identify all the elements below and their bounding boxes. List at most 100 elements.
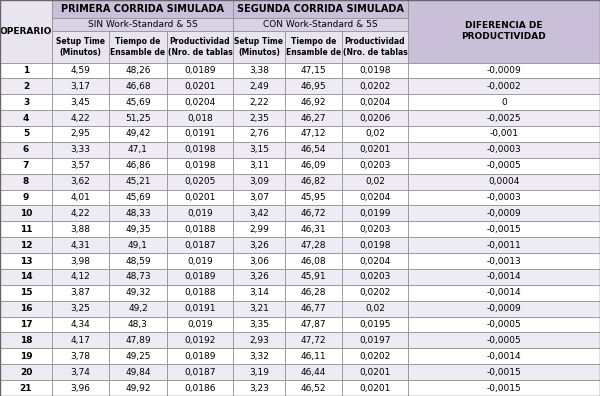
Text: 46,44: 46,44 [301,367,326,377]
Bar [0,174,52,190]
Bar [342,285,408,301]
Bar [109,110,167,126]
Bar [52,269,109,285]
Bar [408,380,600,396]
Text: 3,19: 3,19 [249,367,269,377]
Text: Tiempo de
Ensamble de: Tiempo de Ensamble de [110,36,166,57]
Bar [52,190,109,206]
Text: 0,0198: 0,0198 [184,145,216,154]
Bar [233,31,285,63]
Text: 3,62: 3,62 [71,177,91,186]
Bar [52,18,233,31]
Text: 3,11: 3,11 [249,161,269,170]
Bar [52,348,109,364]
Text: 0,0191: 0,0191 [184,129,216,139]
Bar [342,63,408,78]
Bar [167,380,233,396]
Text: 0,0203: 0,0203 [359,225,391,234]
Bar [285,333,342,348]
Text: 4,22: 4,22 [71,209,91,218]
Bar [167,63,233,78]
Text: 19: 19 [20,352,32,361]
Text: 18: 18 [20,336,32,345]
Text: 46,72: 46,72 [301,209,326,218]
Text: Productividad
(Nro. de tablas: Productividad (Nro. de tablas [343,36,407,57]
Bar [233,158,285,174]
Bar [342,333,408,348]
Bar [285,348,342,364]
Text: 46,31: 46,31 [301,225,326,234]
Bar [52,63,109,78]
Text: Productividad
(Nro. de tablas: Productividad (Nro. de tablas [167,36,232,57]
Bar [408,174,600,190]
Bar [52,142,109,158]
Text: -0,0003: -0,0003 [487,145,521,154]
Text: -0,0005: -0,0005 [487,320,521,329]
Text: 47,72: 47,72 [301,336,326,345]
Bar [0,190,52,206]
Text: 3,15: 3,15 [249,145,269,154]
Text: 2,93: 2,93 [249,336,269,345]
Text: 0,0186: 0,0186 [184,384,216,392]
Text: Tiempo de
Ensamble de: Tiempo de Ensamble de [286,36,341,57]
Text: 2,35: 2,35 [249,114,269,123]
Text: CON Work-Standard & 5S: CON Work-Standard & 5S [263,20,378,29]
Text: 3,17: 3,17 [71,82,91,91]
Text: 0,0201: 0,0201 [184,82,215,91]
Bar [0,221,52,237]
Bar [167,142,233,158]
Text: 0,0206: 0,0206 [359,114,391,123]
Text: 46,86: 46,86 [125,161,151,170]
Text: -0,0002: -0,0002 [487,82,521,91]
Bar [167,237,233,253]
Bar [285,63,342,78]
Text: 46,92: 46,92 [301,98,326,107]
Bar [408,253,600,269]
Bar [52,333,109,348]
Text: 4,12: 4,12 [71,272,91,282]
Text: 0,0198: 0,0198 [359,66,391,75]
Text: 0,0004: 0,0004 [488,177,520,186]
Text: 0,02: 0,02 [365,129,385,139]
Text: 46,52: 46,52 [301,384,326,392]
Text: 0,0198: 0,0198 [359,241,391,249]
Text: 3,26: 3,26 [249,272,269,282]
Text: 45,95: 45,95 [301,193,326,202]
Bar [285,126,342,142]
Text: SEGUNDA CORRIDA SIMULADA: SEGUNDA CORRIDA SIMULADA [237,4,404,14]
Bar [408,348,600,364]
Text: 9: 9 [23,193,29,202]
Bar [233,126,285,142]
Bar [109,285,167,301]
Text: 45,69: 45,69 [125,98,151,107]
Text: 4,34: 4,34 [71,320,91,329]
Text: 16: 16 [20,304,32,313]
Bar [408,364,600,380]
Text: 48,59: 48,59 [125,257,151,266]
Text: 3,57: 3,57 [71,161,91,170]
Text: 48,73: 48,73 [125,272,151,282]
Bar [233,253,285,269]
Text: 4,22: 4,22 [71,114,91,123]
Bar [109,63,167,78]
Bar [408,269,600,285]
Text: 0,02: 0,02 [365,177,385,186]
Bar [285,190,342,206]
Text: 1: 1 [23,66,29,75]
Bar [342,94,408,110]
Text: 0,0189: 0,0189 [184,272,216,282]
Bar [52,380,109,396]
Text: 0,0201: 0,0201 [184,193,215,202]
Text: -0,0013: -0,0013 [487,257,521,266]
Text: 48,3: 48,3 [128,320,148,329]
Text: 0,0202: 0,0202 [359,352,391,361]
Bar [167,301,233,316]
Bar [233,285,285,301]
Text: 49,92: 49,92 [125,384,151,392]
Text: 4: 4 [23,114,29,123]
Bar [109,301,167,316]
Bar [233,63,285,78]
Text: 49,84: 49,84 [125,367,151,377]
Bar [167,31,233,63]
Text: 3,45: 3,45 [71,98,91,107]
